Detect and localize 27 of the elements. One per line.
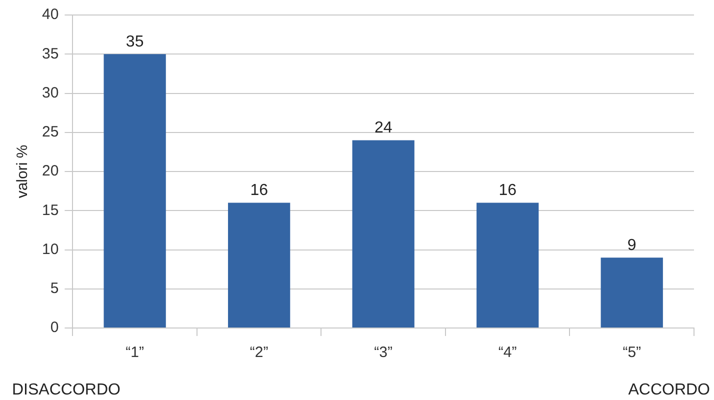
y-tick-label: 10 bbox=[42, 240, 59, 258]
y-tick-label: 20 bbox=[42, 162, 59, 180]
x-tick-label: “2” bbox=[250, 344, 268, 362]
data-label: 35 bbox=[126, 34, 144, 51]
data-label: 9 bbox=[627, 236, 636, 254]
data-label: 16 bbox=[498, 182, 517, 200]
data-label: 24 bbox=[374, 120, 392, 137]
y-tick-label: 25 bbox=[42, 124, 59, 141]
x-tick-label: “5” bbox=[622, 344, 642, 362]
y-tick-label: 15 bbox=[42, 202, 59, 219]
bar bbox=[476, 202, 539, 328]
x-tick-label: “4” bbox=[498, 344, 517, 362]
x-tick-label: “1” bbox=[126, 344, 144, 362]
y-tick-label: 40 bbox=[42, 6, 59, 24]
y-tick-label: 35 bbox=[42, 45, 59, 62]
y-tick-label: 30 bbox=[42, 84, 59, 102]
y-axis-title: valori % bbox=[14, 144, 32, 198]
bar bbox=[352, 140, 414, 328]
y-tick-label: 0 bbox=[50, 319, 59, 336]
y-tick-label: 5 bbox=[50, 280, 59, 298]
text: ACCORDO bbox=[628, 381, 710, 398]
text: DISACCORDO bbox=[12, 381, 120, 398]
bar bbox=[104, 54, 166, 328]
bar bbox=[228, 202, 290, 328]
x-tick-label: “3” bbox=[374, 344, 393, 362]
bar bbox=[600, 258, 663, 328]
data-label: 16 bbox=[250, 182, 268, 200]
